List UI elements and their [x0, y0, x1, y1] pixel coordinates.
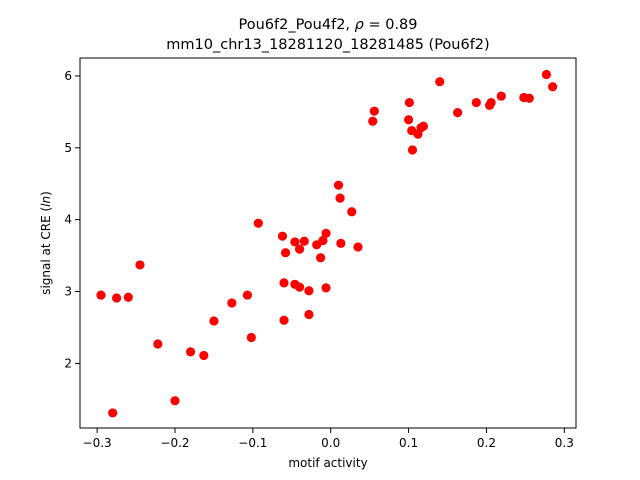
x-tick-label: −0.1 — [238, 436, 267, 450]
x-tick-label: 0.1 — [399, 436, 418, 450]
data-point-20 — [294, 244, 305, 254]
data-points — [96, 69, 558, 418]
data-point-2 — [123, 292, 133, 302]
data-point-16 — [279, 278, 289, 288]
x-tick-label: 0.3 — [555, 436, 574, 450]
data-point-28 — [321, 228, 331, 238]
data-point-48 — [486, 97, 496, 108]
data-point-8 — [199, 350, 209, 361]
data-point-43 — [418, 121, 428, 131]
x-axis-ticks: −0.3 −0.2 −0.1 0.0 0.1 0.2 0.3 — [83, 428, 574, 450]
x-tick-label: −0.3 — [83, 436, 112, 450]
data-point-15 — [280, 248, 291, 258]
data-point-14 — [277, 231, 288, 241]
x-tick-label: −0.2 — [160, 436, 189, 450]
data-point-26 — [316, 253, 326, 263]
data-point-46 — [471, 97, 481, 108]
chart-title-line2: mm10_chr13_18281120_18281485 (Pou6f2) — [166, 37, 489, 53]
y-tick-label: 4 — [64, 213, 72, 227]
data-point-3 — [108, 408, 118, 418]
data-point-4 — [135, 260, 145, 270]
data-point-27 — [318, 235, 328, 246]
data-point-33 — [347, 207, 357, 217]
data-point-22 — [299, 236, 309, 246]
data-point-32 — [336, 238, 346, 248]
y-axis-label: signal at CRE (ln) — [39, 191, 53, 295]
data-point-1 — [111, 293, 122, 303]
data-point-23 — [304, 286, 314, 296]
data-point-13 — [253, 218, 263, 228]
y-tick-label: 2 — [64, 356, 72, 370]
data-point-12 — [246, 332, 256, 343]
plot-area-frame — [79, 57, 577, 429]
data-point-44 — [435, 77, 445, 87]
data-point-52 — [541, 69, 552, 80]
data-point-51 — [524, 93, 534, 103]
data-point-36 — [369, 106, 379, 116]
chart-title-line1: Pou6f2_Pou4f2, ρ = 0.89 — [238, 17, 417, 33]
data-point-30 — [333, 180, 344, 190]
data-point-34 — [353, 242, 363, 252]
data-point-18 — [290, 237, 300, 247]
x-tick-label: 0.2 — [477, 436, 496, 450]
x-axis-label: motif activity — [288, 456, 367, 470]
data-point-6 — [170, 396, 180, 406]
data-point-53 — [548, 82, 558, 92]
data-point-17 — [279, 315, 289, 325]
data-point-31 — [335, 193, 345, 203]
data-point-10 — [227, 298, 237, 308]
y-tick-label: 3 — [64, 284, 72, 298]
data-point-21 — [294, 282, 305, 292]
y-axis-ticks: 2 3 4 5 6 — [64, 69, 80, 370]
data-point-38 — [404, 97, 414, 108]
data-point-35 — [368, 116, 378, 126]
x-tick-label: 0.0 — [321, 436, 340, 450]
data-point-0 — [96, 290, 106, 300]
data-point-49 — [496, 91, 506, 101]
data-point-11 — [242, 290, 253, 300]
data-point-7 — [185, 347, 196, 357]
rho-symbol: ρ — [355, 17, 365, 33]
data-point-24 — [304, 309, 314, 320]
data-point-45 — [453, 108, 463, 118]
data-point-5 — [153, 339, 163, 349]
y-tick-label: 5 — [64, 141, 72, 155]
y-tick-label: 6 — [64, 69, 72, 83]
data-point-9 — [209, 316, 219, 326]
data-point-29 — [321, 283, 331, 293]
data-point-40 — [407, 145, 418, 155]
data-point-37 — [403, 115, 414, 125]
